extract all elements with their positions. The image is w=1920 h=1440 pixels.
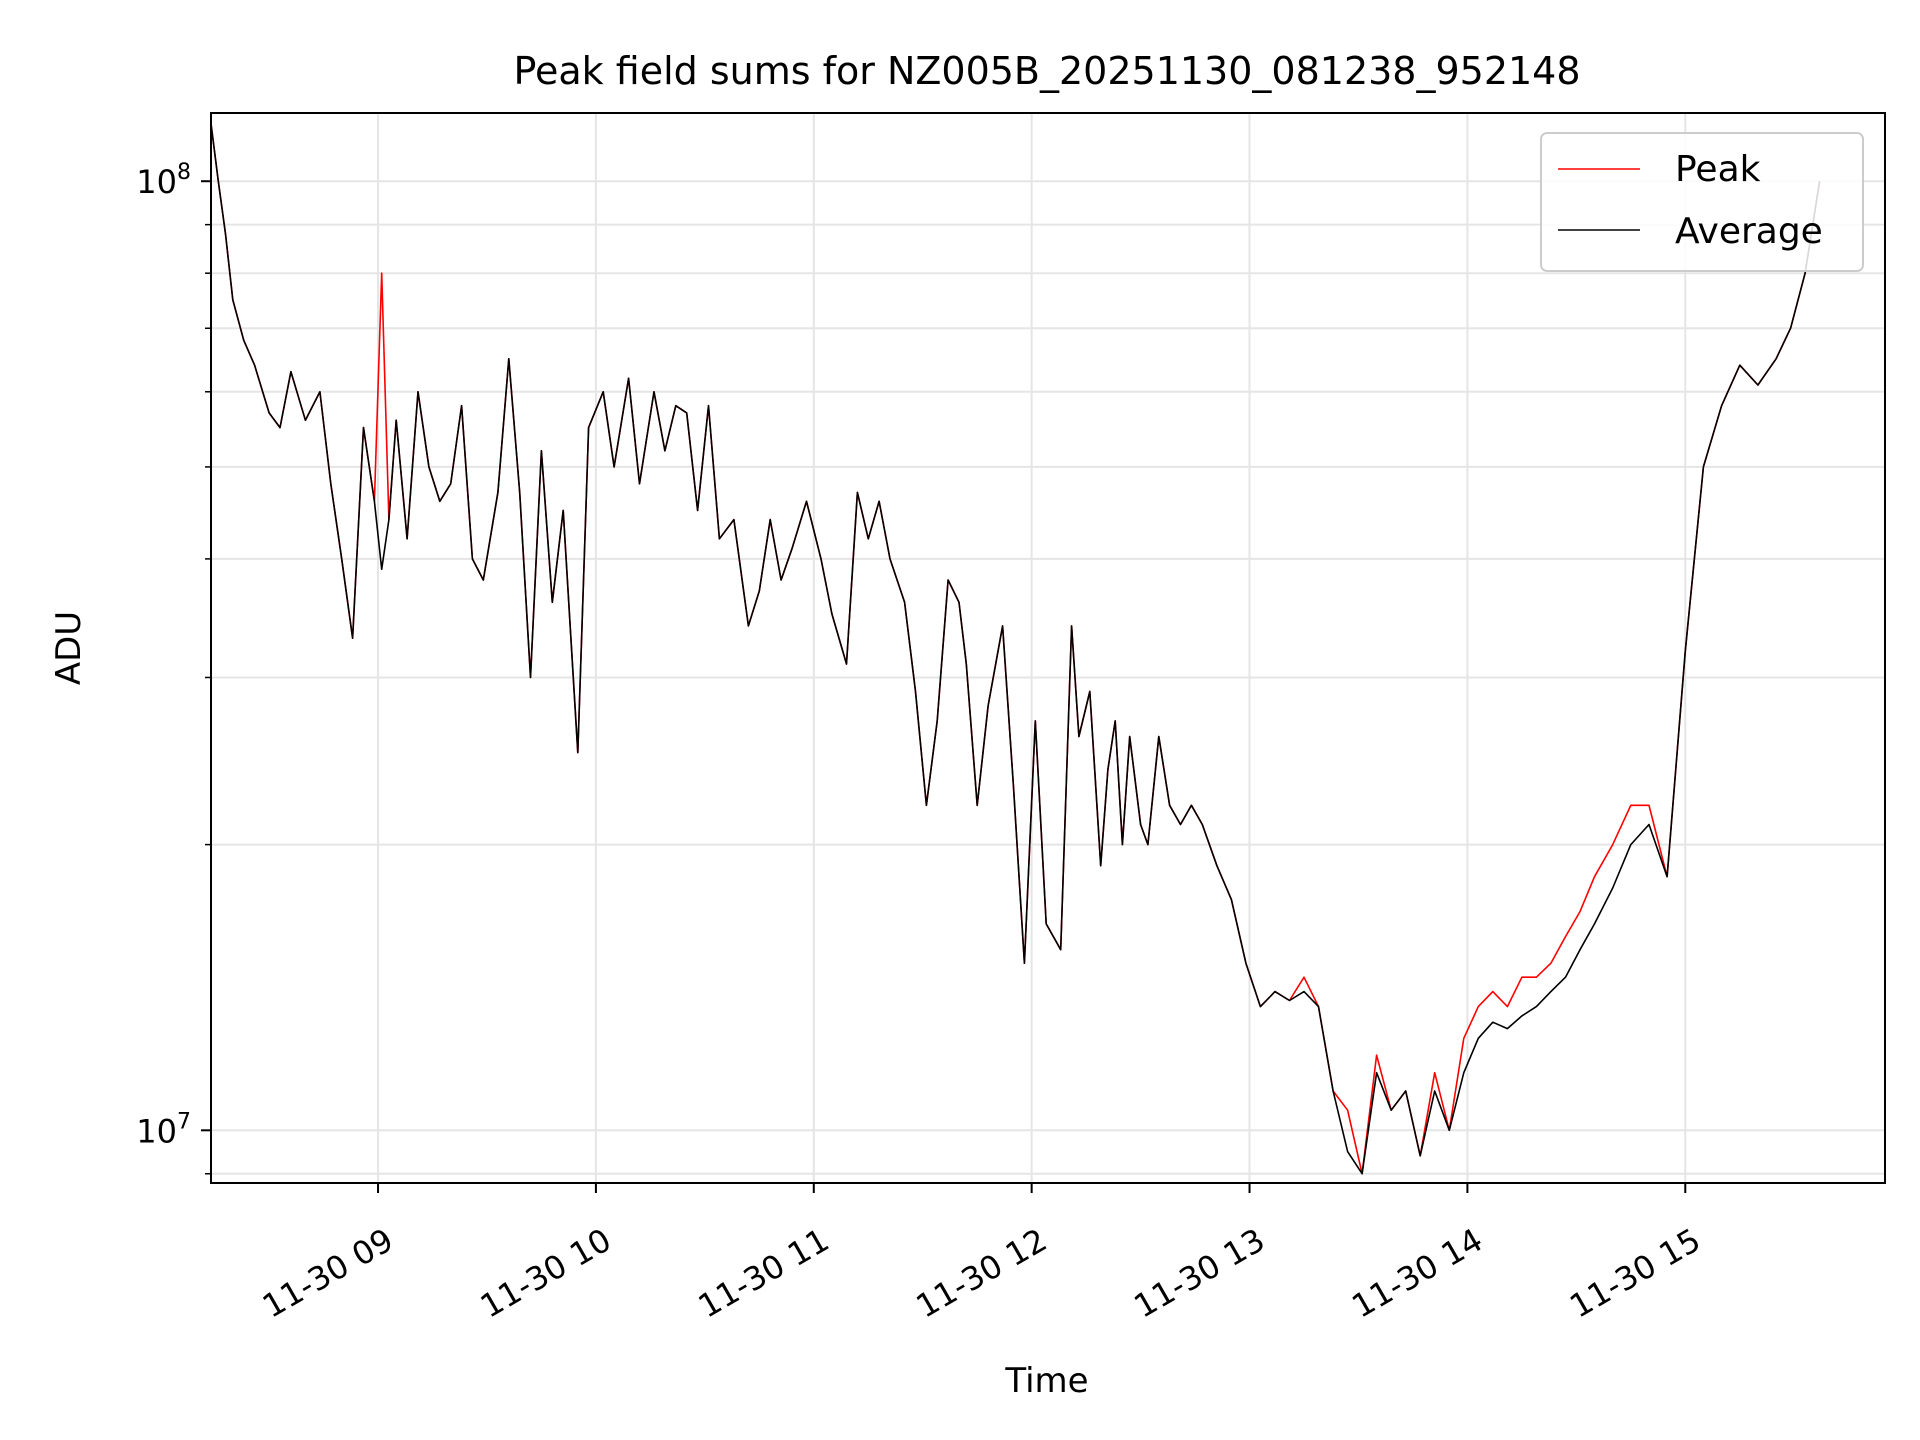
y-axis-ticks: 107 108 (136, 160, 211, 1175)
x-axis-label: Time (1004, 1361, 1088, 1401)
grid (211, 113, 1885, 1183)
plot-frame (210, 112, 1886, 1184)
y-axis-label: ADU (49, 611, 89, 685)
y-tick-label: 108 (136, 160, 191, 201)
chart-title: Peak field sums for NZ005B_20251130_0812… (513, 49, 1580, 93)
legend-box (1540, 132, 1864, 272)
y-tick-label: 107 (136, 1109, 191, 1150)
series-line-average (211, 123, 1821, 1175)
legend: Peak Average (1540, 132, 1864, 272)
series-layer (211, 123, 1821, 1175)
legend-label-peak: Peak (1675, 149, 1761, 190)
legend-label-average: Average (1675, 211, 1823, 252)
